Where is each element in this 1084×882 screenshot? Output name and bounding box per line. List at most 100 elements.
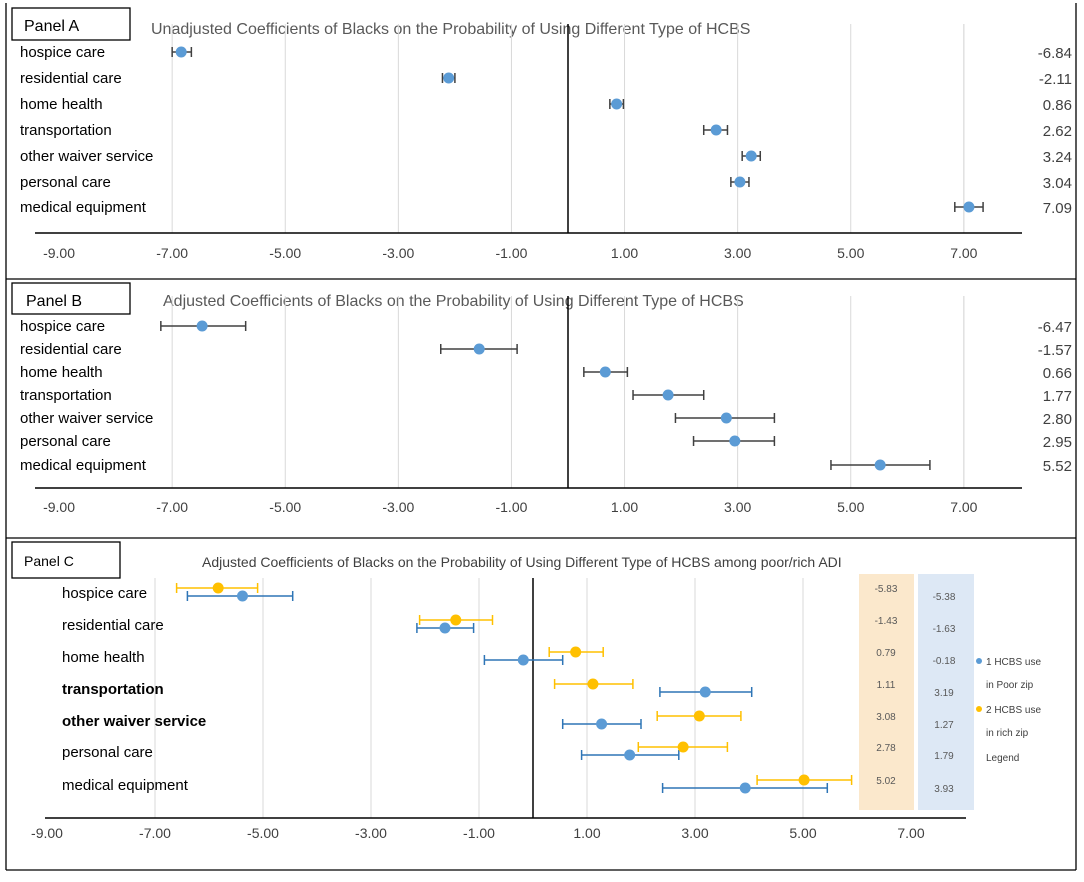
data-point (874, 459, 886, 471)
panel-a-title: Unadjusted Coefficients of Blacks on the… (151, 21, 750, 38)
category-label: residential care (62, 617, 164, 634)
legend-poor-line2: in Poor zip (986, 680, 1034, 691)
data-point (196, 320, 208, 332)
data-point (587, 678, 599, 690)
poor-value-label: -0.18 (933, 656, 956, 667)
data-point (443, 72, 455, 84)
data-point (693, 710, 705, 722)
legend-title: Legend (986, 753, 1019, 764)
panel-c-legend: 1 HCBS use in Poor zip 2 HCBS use in ric… (976, 657, 1041, 764)
value-label: 0.86 (1043, 97, 1072, 114)
x-tick-label: -9.00 (43, 245, 75, 261)
data-point (450, 614, 462, 626)
x-tick-label: -1.00 (463, 825, 495, 841)
poor-value-label: 1.27 (934, 720, 954, 731)
panel-a-x-ticks: -9.00 -7.00 -5.00 -3.00 -1.00 1.00 3.00 5.00 7.0… (43, 245, 978, 261)
x-tick-label: 3.00 (724, 499, 751, 515)
category-label: personal care (62, 744, 153, 761)
panel-a-error-bars (171, 47, 984, 212)
x-tick-label: 7.00 (950, 499, 977, 515)
panel-c: Panel C Adjusted Coefficients of Blacks … (11, 541, 1041, 841)
x-tick-label: 7.00 (897, 825, 924, 841)
panel-c-gridlines (154, 578, 804, 818)
x-tick-label: -3.00 (382, 499, 414, 515)
category-label: home health (20, 364, 103, 381)
x-tick-label: 1.00 (611, 499, 638, 515)
x-tick-label: -7.00 (156, 245, 188, 261)
legend-rich-line1: 2 HCBS use (986, 705, 1041, 716)
panel-c-points (212, 582, 810, 794)
rich-value-label: 0.79 (876, 648, 896, 659)
panel-b-title: Adjusted Coefficients of Blacks on the P… (163, 293, 744, 310)
panel-c-x-ticks: -9.00 -7.00 -5.00 -3.00 -1.00 1.00 3.00 5.00 7.0… (31, 825, 925, 841)
category-label: medical equipment (20, 457, 147, 474)
rich-value-label: 3.08 (876, 712, 896, 723)
x-tick-label: -7.00 (156, 499, 188, 515)
data-point (212, 582, 224, 594)
data-point (729, 435, 741, 447)
category-label: home health (20, 96, 103, 113)
x-tick-label: 3.00 (681, 825, 708, 841)
legend-poor-line1: 1 HCBS use (986, 657, 1041, 668)
panel-a-categories: hospice care residential care home health t… (20, 44, 153, 216)
data-point (611, 98, 623, 110)
category-label: residential care (20, 341, 122, 358)
poor-value-label: 1.79 (934, 751, 954, 762)
rich-value-label: -1.43 (875, 616, 898, 627)
rich-value-label: 2.78 (876, 743, 896, 754)
poor-value-label: -5.38 (933, 592, 956, 603)
value-label: 1.77 (1043, 388, 1072, 405)
data-point (710, 124, 722, 136)
category-label: personal care (20, 174, 111, 191)
category-label: hospice care (20, 44, 105, 61)
panel-c-categories: hospice care residential care home health t… (62, 585, 206, 794)
x-tick-label: -1.00 (495, 245, 527, 261)
category-label: other waiver service (62, 713, 206, 730)
panel-b-label-box (11, 282, 131, 315)
data-point (570, 646, 582, 658)
x-tick-label: -5.00 (269, 499, 301, 515)
category-label: transportation (20, 387, 112, 404)
value-label: -1.57 (1038, 342, 1072, 359)
panel-b-label: Panel B (26, 293, 82, 310)
x-tick-label: 7.00 (950, 245, 977, 261)
category-label: transportation (20, 122, 112, 139)
rich-values-box (859, 574, 914, 810)
poor-value-label: 3.93 (934, 784, 954, 795)
panel-a-label: Panel A (24, 18, 79, 35)
x-tick-label: -9.00 (31, 825, 63, 841)
x-tick-label: -1.00 (495, 499, 527, 515)
data-point (798, 774, 810, 786)
category-label: medical equipment (20, 199, 147, 216)
category-label: home health (62, 649, 145, 666)
panel-b-value-labels: -6.47 -1.57 0.66 1.77 2.80 2.95 5.52 (1038, 319, 1072, 475)
category-label: transportation (62, 681, 164, 698)
category-label: residential care (20, 70, 122, 87)
data-point (236, 590, 248, 602)
category-label: other waiver service (20, 410, 153, 427)
value-label: 2.80 (1043, 411, 1072, 428)
value-label: 2.95 (1043, 434, 1072, 451)
x-tick-label: -7.00 (139, 825, 171, 841)
value-label: 5.52 (1043, 458, 1072, 475)
rich-value-label: 5.02 (876, 776, 896, 787)
data-point (739, 782, 751, 794)
panel-frames (5, 3, 1077, 871)
category-label: hospice care (20, 318, 105, 335)
data-point (677, 741, 689, 753)
poor-value-label: 3.19 (934, 688, 954, 699)
data-point (175, 46, 187, 58)
panel-b-x-ticks: -9.00 -7.00 -5.00 -3.00 -1.00 1.00 3.00 5.00 7.0… (43, 499, 978, 515)
x-tick-label: 1.00 (573, 825, 600, 841)
value-label: -6.84 (1038, 45, 1072, 62)
value-label: -2.11 (1039, 71, 1072, 88)
data-point (745, 150, 757, 162)
x-tick-label: -3.00 (382, 245, 414, 261)
data-point (699, 686, 711, 698)
data-point (662, 389, 674, 401)
legend-rich-marker (976, 706, 982, 712)
value-label: 3.24 (1043, 149, 1072, 166)
x-tick-label: 5.00 (789, 825, 816, 841)
